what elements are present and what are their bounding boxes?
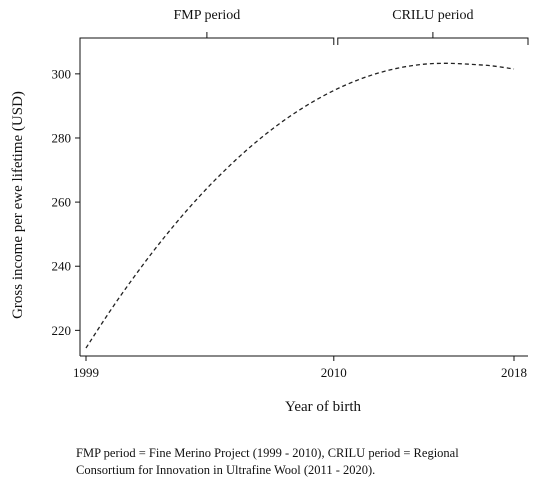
y-tick-label: 260 — [52, 195, 72, 210]
x-axis-label: Year of birth — [285, 399, 361, 415]
y-tick-label: 300 — [52, 66, 72, 81]
period-label: FMP period — [174, 8, 241, 23]
footnote: FMP period = Fine Merino Project (1999 -… — [76, 445, 546, 479]
axes — [79, 45, 528, 357]
period-label: CRILU period — [392, 8, 473, 23]
series-line-gross-income — [85, 62, 515, 349]
income-chart: FMP period CRILU period 220 240 260 280 300 1… — [10, 8, 529, 415]
y-tick-label: 220 — [52, 323, 72, 338]
footnote-line-1: FMP period = Fine Merino Project (1999 -… — [76, 446, 459, 460]
x-tick-label: 1999 — [73, 365, 99, 380]
y-tick-label: 280 — [52, 130, 72, 145]
y-axis-label: Gross income per ewe lifetime (USD) — [10, 91, 26, 319]
y-ticks: 220 240 260 280 300 — [52, 66, 80, 338]
period-bracket — [337, 37, 529, 45]
x-tick-label: 2010 — [321, 365, 347, 380]
x-tick-label: 2018 — [501, 365, 527, 380]
footnote-line-2: Consortium for Innovation in Ultrafine W… — [76, 463, 376, 477]
period-bracket — [79, 37, 335, 45]
x-ticks: 1999 2010 2018 — [73, 356, 527, 380]
period-brackets: FMP period CRILU period — [79, 8, 529, 45]
y-tick-label: 240 — [52, 259, 72, 274]
